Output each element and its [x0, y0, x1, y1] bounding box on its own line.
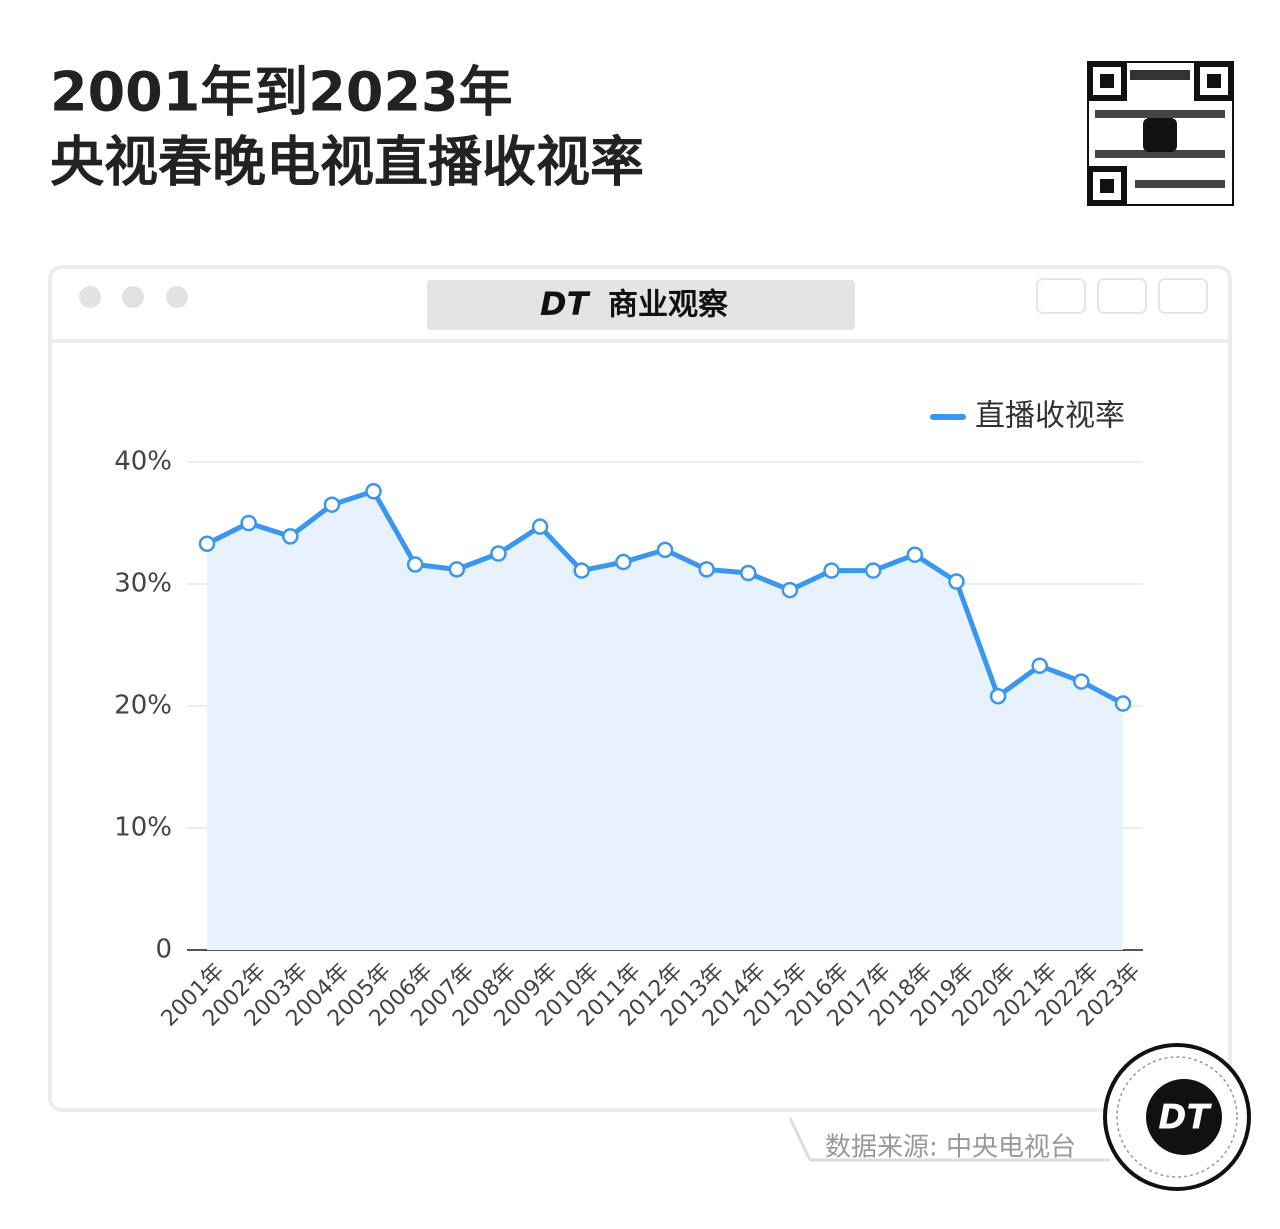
y-tick-label: 0 — [155, 935, 172, 965]
point — [1031, 657, 1048, 674]
point — [448, 561, 466, 578]
area — [207, 491, 1123, 950]
point — [490, 545, 507, 562]
point — [365, 483, 382, 500]
logo-ring — [1116, 1056, 1238, 1178]
point — [1073, 673, 1090, 690]
point — [240, 514, 257, 532]
logo-text: DT — [1158, 1098, 1212, 1138]
legend-label: 直播收视率 — [975, 399, 1125, 434]
point — [948, 573, 965, 590]
point — [406, 556, 424, 573]
window-button[interactable] — [166, 286, 188, 308]
qr-code — [1087, 61, 1234, 206]
window-button[interactable] — [1036, 278, 1086, 314]
window-button[interactable] — [1158, 278, 1208, 314]
point — [823, 562, 840, 579]
point — [615, 553, 632, 571]
y-tick-label: 40% — [114, 447, 172, 477]
footer-rule — [788, 1117, 812, 1161]
point — [282, 528, 299, 545]
point — [781, 581, 799, 599]
point — [573, 562, 590, 579]
window-button[interactable] — [122, 286, 144, 308]
point — [656, 541, 674, 559]
point — [531, 518, 549, 535]
y-tick-label: 20% — [114, 691, 172, 721]
logo-badge — [1146, 1079, 1222, 1155]
point — [906, 546, 924, 563]
window-title: 商业观察 — [608, 288, 729, 323]
title: 央视春晚电视直播收视率 — [50, 131, 644, 194]
title: 2001年到2023年 — [50, 61, 513, 124]
point — [1114, 695, 1132, 712]
window-button[interactable] — [1097, 278, 1147, 314]
point — [698, 561, 715, 578]
point — [198, 535, 216, 552]
window-title-bar — [427, 280, 855, 330]
point — [740, 564, 757, 582]
y-tick-label: 30% — [114, 569, 172, 599]
source: 数据来源: 中央电视台 — [825, 1133, 1076, 1163]
window-logo: DT — [540, 285, 591, 323]
point — [864, 562, 882, 579]
window-button[interactable] — [79, 286, 101, 308]
y-tick-label: 10% — [114, 813, 172, 843]
window-frame — [48, 265, 1232, 1112]
point — [323, 496, 341, 513]
point — [989, 687, 1007, 705]
